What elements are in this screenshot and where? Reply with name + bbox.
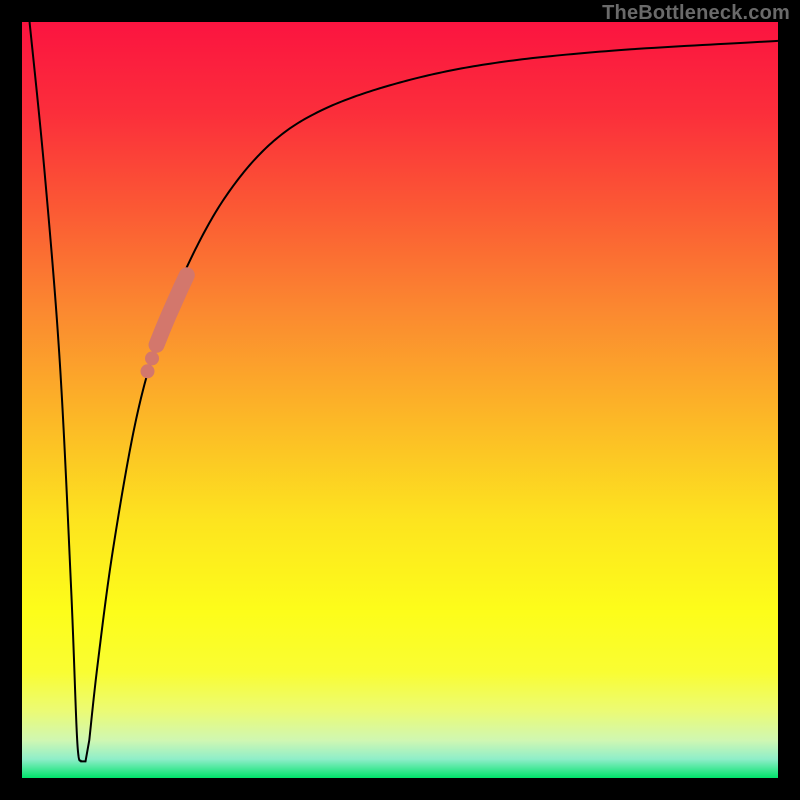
chart-frame: TheBottleneck.com	[0, 0, 800, 800]
bottleneck-chart	[22, 22, 778, 778]
watermark-text: TheBottleneck.com	[602, 2, 790, 25]
gradient-background	[22, 22, 778, 778]
